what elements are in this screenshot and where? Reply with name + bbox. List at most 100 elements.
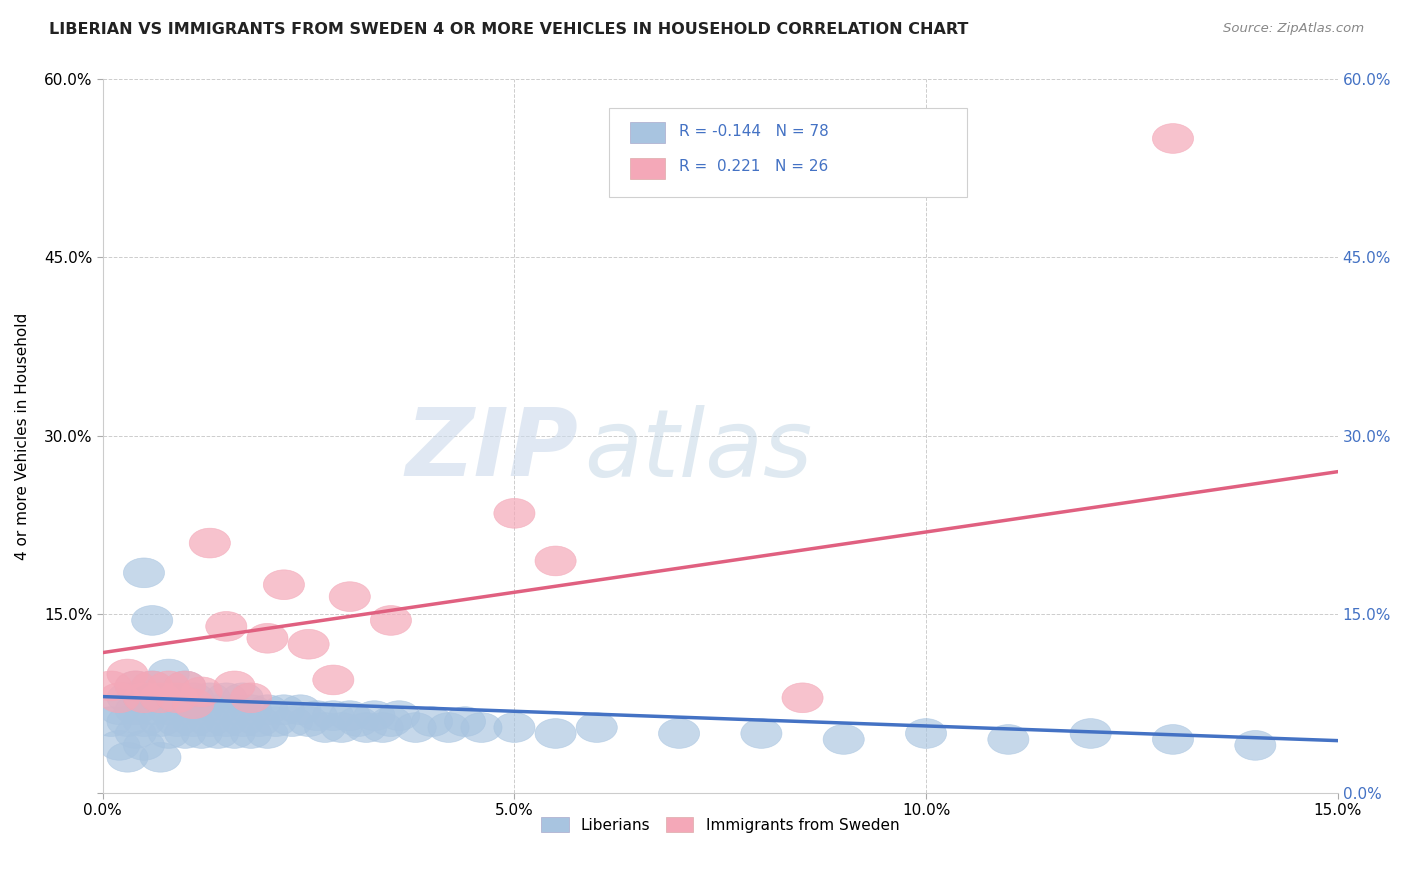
Ellipse shape bbox=[165, 719, 205, 748]
Ellipse shape bbox=[1153, 724, 1194, 755]
Text: atlas: atlas bbox=[585, 405, 813, 496]
Ellipse shape bbox=[354, 701, 395, 731]
Ellipse shape bbox=[132, 671, 173, 701]
Ellipse shape bbox=[148, 695, 190, 724]
Ellipse shape bbox=[165, 671, 205, 701]
Ellipse shape bbox=[536, 719, 576, 748]
Ellipse shape bbox=[337, 706, 378, 737]
Ellipse shape bbox=[280, 695, 321, 724]
Ellipse shape bbox=[107, 706, 148, 737]
Ellipse shape bbox=[190, 706, 231, 737]
Ellipse shape bbox=[494, 713, 536, 742]
Ellipse shape bbox=[148, 659, 190, 689]
Ellipse shape bbox=[329, 582, 370, 612]
Text: ZIP: ZIP bbox=[405, 404, 578, 496]
FancyBboxPatch shape bbox=[630, 122, 665, 144]
Ellipse shape bbox=[412, 706, 453, 737]
Ellipse shape bbox=[165, 671, 205, 701]
Ellipse shape bbox=[205, 706, 247, 737]
Ellipse shape bbox=[115, 695, 156, 724]
Ellipse shape bbox=[378, 701, 420, 731]
Ellipse shape bbox=[124, 683, 165, 713]
Ellipse shape bbox=[98, 695, 139, 724]
Ellipse shape bbox=[107, 659, 148, 689]
Ellipse shape bbox=[124, 706, 165, 737]
Ellipse shape bbox=[197, 719, 239, 748]
Ellipse shape bbox=[576, 713, 617, 742]
Ellipse shape bbox=[263, 570, 305, 599]
Ellipse shape bbox=[173, 706, 214, 737]
Ellipse shape bbox=[239, 706, 280, 737]
Ellipse shape bbox=[823, 724, 865, 755]
Ellipse shape bbox=[395, 713, 436, 742]
Ellipse shape bbox=[905, 719, 946, 748]
Ellipse shape bbox=[782, 683, 823, 713]
Ellipse shape bbox=[148, 719, 190, 748]
Ellipse shape bbox=[139, 742, 181, 772]
Text: LIBERIAN VS IMMIGRANTS FROM SWEDEN 4 OR MORE VEHICLES IN HOUSEHOLD CORRELATION C: LIBERIAN VS IMMIGRANTS FROM SWEDEN 4 OR … bbox=[49, 22, 969, 37]
Ellipse shape bbox=[254, 706, 297, 737]
Ellipse shape bbox=[181, 677, 222, 706]
Ellipse shape bbox=[222, 683, 263, 713]
Ellipse shape bbox=[363, 713, 404, 742]
Ellipse shape bbox=[247, 719, 288, 748]
Ellipse shape bbox=[124, 683, 165, 713]
Ellipse shape bbox=[263, 695, 305, 724]
Ellipse shape bbox=[181, 695, 222, 724]
Legend: Liberians, Immigrants from Sweden: Liberians, Immigrants from Sweden bbox=[536, 811, 905, 838]
Ellipse shape bbox=[312, 665, 354, 695]
Ellipse shape bbox=[190, 528, 231, 558]
Ellipse shape bbox=[173, 683, 214, 713]
Ellipse shape bbox=[247, 695, 288, 724]
Ellipse shape bbox=[231, 719, 271, 748]
Ellipse shape bbox=[247, 624, 288, 653]
Ellipse shape bbox=[312, 701, 354, 731]
Ellipse shape bbox=[98, 731, 139, 760]
Ellipse shape bbox=[139, 706, 181, 737]
Ellipse shape bbox=[988, 724, 1029, 755]
Ellipse shape bbox=[132, 695, 173, 724]
Ellipse shape bbox=[214, 719, 254, 748]
Ellipse shape bbox=[288, 706, 329, 737]
Ellipse shape bbox=[494, 499, 536, 528]
Ellipse shape bbox=[107, 742, 148, 772]
Ellipse shape bbox=[1070, 719, 1111, 748]
Ellipse shape bbox=[1234, 731, 1275, 760]
Y-axis label: 4 or more Vehicles in Household: 4 or more Vehicles in Household bbox=[15, 312, 30, 559]
Ellipse shape bbox=[444, 706, 485, 737]
FancyBboxPatch shape bbox=[609, 108, 967, 197]
Ellipse shape bbox=[165, 695, 205, 724]
Ellipse shape bbox=[98, 683, 139, 713]
Ellipse shape bbox=[90, 706, 132, 737]
Ellipse shape bbox=[370, 606, 412, 635]
Ellipse shape bbox=[214, 671, 254, 701]
Text: R = -0.144   N = 78: R = -0.144 N = 78 bbox=[679, 124, 830, 138]
Ellipse shape bbox=[139, 683, 181, 713]
Ellipse shape bbox=[271, 706, 312, 737]
Ellipse shape bbox=[197, 695, 239, 724]
Ellipse shape bbox=[90, 671, 132, 701]
Ellipse shape bbox=[190, 683, 231, 713]
Ellipse shape bbox=[148, 671, 190, 701]
Ellipse shape bbox=[115, 671, 156, 701]
Ellipse shape bbox=[156, 683, 197, 713]
Ellipse shape bbox=[124, 731, 165, 760]
Ellipse shape bbox=[741, 719, 782, 748]
Ellipse shape bbox=[181, 719, 222, 748]
Ellipse shape bbox=[156, 706, 197, 737]
Ellipse shape bbox=[107, 683, 148, 713]
Ellipse shape bbox=[205, 612, 247, 641]
Ellipse shape bbox=[231, 683, 271, 713]
Ellipse shape bbox=[231, 695, 271, 724]
Ellipse shape bbox=[124, 558, 165, 588]
Ellipse shape bbox=[139, 683, 181, 713]
Ellipse shape bbox=[132, 671, 173, 701]
Ellipse shape bbox=[173, 689, 214, 719]
Ellipse shape bbox=[297, 701, 337, 731]
Ellipse shape bbox=[370, 706, 412, 737]
Ellipse shape bbox=[156, 683, 197, 713]
Ellipse shape bbox=[205, 683, 247, 713]
Ellipse shape bbox=[115, 671, 156, 701]
Ellipse shape bbox=[132, 606, 173, 635]
Ellipse shape bbox=[346, 713, 387, 742]
